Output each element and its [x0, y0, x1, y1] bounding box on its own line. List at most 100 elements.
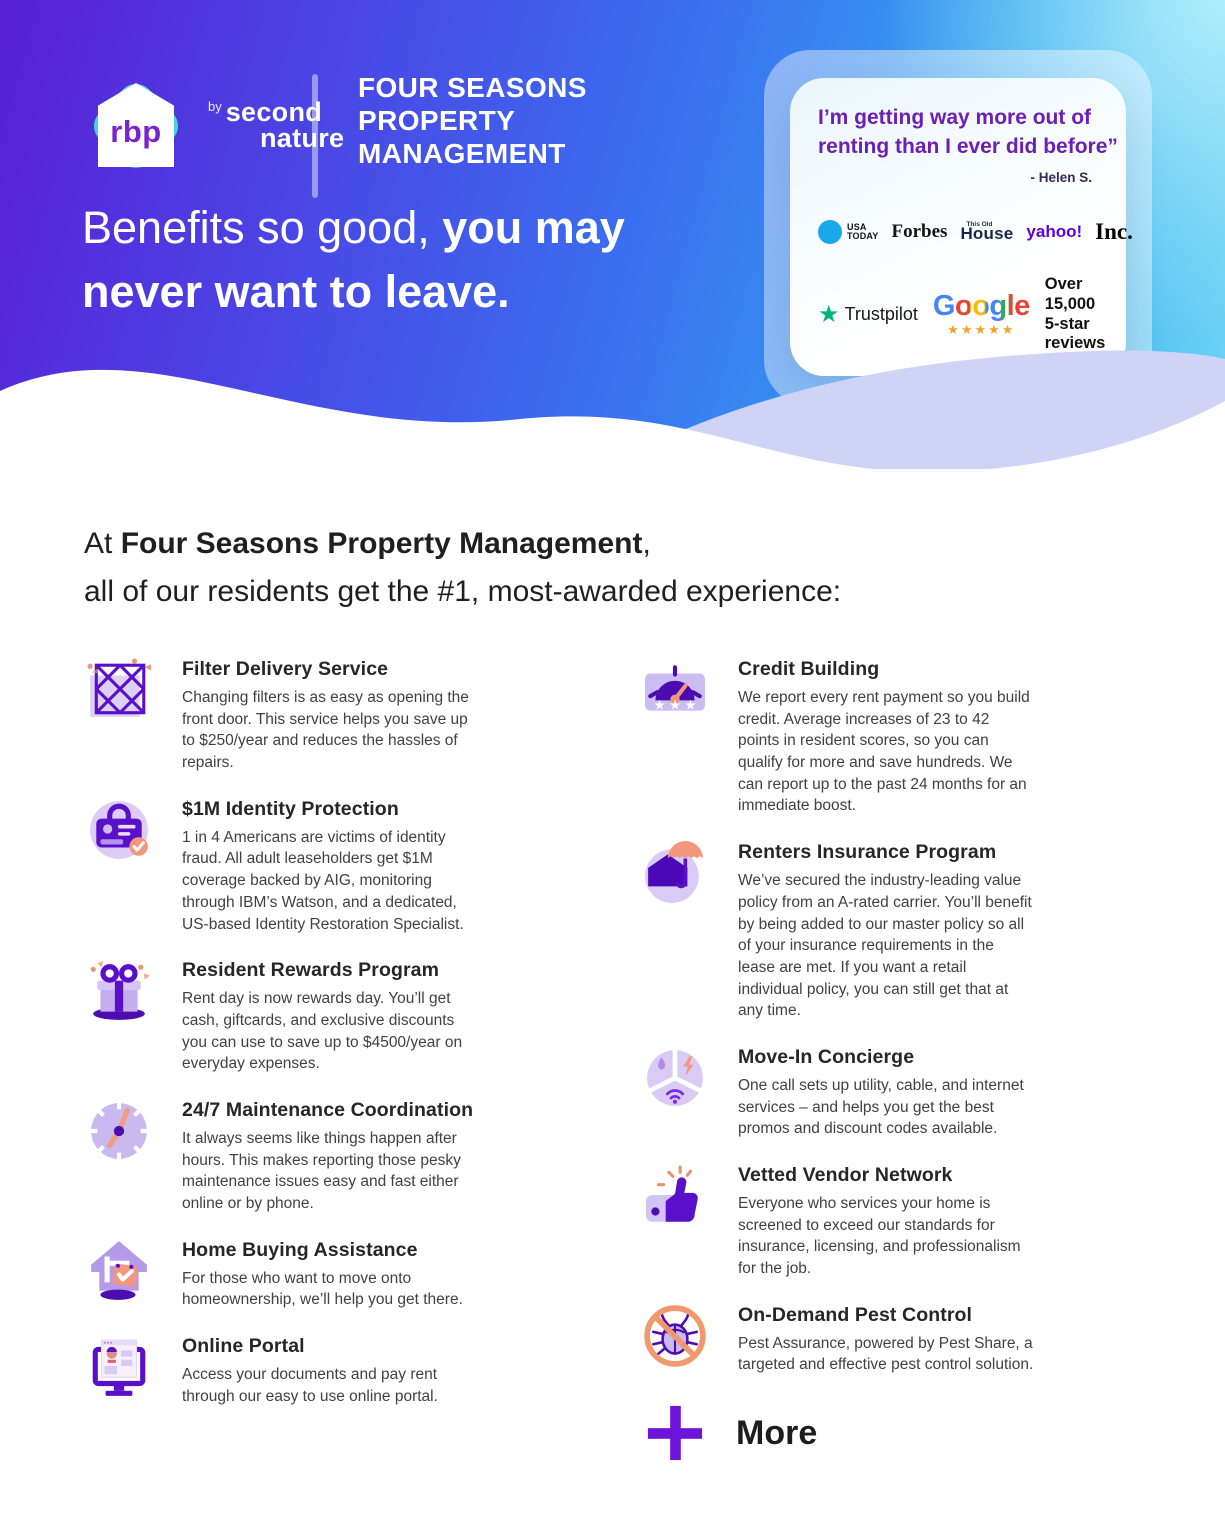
brand-logo: rbp by second nature — [84, 74, 344, 178]
byline-by: by — [208, 99, 222, 115]
google-wordmark: Google — [932, 289, 1030, 322]
company-name: FOUR SEASONS PROPERTY MANAGEMENT — [358, 72, 587, 170]
google-five-stars-icon: ★★★★★ — [947, 321, 1016, 337]
trustpilot-star-icon: ★ — [818, 300, 840, 328]
reviews-label: 5-star reviews — [1044, 314, 1106, 353]
online-portal-icon — [84, 1335, 154, 1407]
more-benefits: More — [640, 1404, 1141, 1462]
benefit-body: Pest Assurance, powered by Pest Share, a… — [738, 1334, 1034, 1374]
more-label: More — [736, 1413, 818, 1452]
benefit-body: Changing filters is as easy as opening t… — [182, 689, 469, 772]
second-nature-wordmark: by second nature — [208, 97, 345, 153]
benefit-vetted-vendor: Vetted Vendor Network Everyone who servi… — [640, 1164, 1141, 1280]
benefits-grid: Filter Delivery Service Changing filters… — [84, 658, 1141, 1462]
benefit-title: Vetted Vendor Network — [738, 1164, 953, 1186]
logo-house-shape: rbp — [98, 83, 174, 167]
benefit-body: Rent day is now rewards day. You’ll get … — [182, 990, 463, 1073]
inc-logo: Inc. — [1095, 218, 1133, 244]
benefit-title: Credit Building — [738, 658, 880, 680]
brand-nature: nature — [260, 123, 345, 153]
benefit-online-portal: Online Portal Access your documents and … — [84, 1335, 640, 1407]
hero-wave-shape — [0, 350, 1225, 469]
benefit-renters-insurance: Renters Insurance Program We’ve secured … — [640, 841, 1141, 1022]
yahoo-logo: yahoo! — [1026, 221, 1083, 241]
filter-delivery-icon — [84, 658, 154, 774]
forbes-logo: Forbes — [891, 220, 948, 242]
usa-today-text-1: USA — [847, 221, 867, 232]
logo-divider — [312, 74, 318, 198]
intro-company-bold: Four Seasons Property Management — [120, 527, 643, 560]
logo-rbp-text: rbp — [110, 114, 162, 149]
company-name-line2: PROPERTY — [358, 104, 516, 136]
benefit-filter-delivery: Filter Delivery Service Changing filters… — [84, 658, 640, 774]
testimonial-card: I’m getting way more out of renting than… — [764, 50, 1152, 406]
benefit-identity-protection: $1M Identity Protection 1 in 4 Americans… — [84, 798, 640, 935]
company-name-line1: FOUR SEASONS — [358, 72, 587, 103]
testimonial-attribution: - Helen S. — [1030, 169, 1092, 185]
benefit-title: Renters Insurance Program — [738, 841, 997, 864]
rewards-gift-icon — [84, 959, 154, 1075]
identity-protection-icon — [84, 798, 154, 935]
svg-text:★: ★ — [669, 698, 681, 713]
benefit-home-buying: Home Buying Assistance For those who wan… — [84, 1239, 640, 1311]
benefit-resident-rewards: Resident Rewards Program Rent day is now… — [84, 959, 640, 1075]
this-old-house-logo: This Old House — [960, 220, 1014, 244]
svg-text:★: ★ — [654, 698, 666, 713]
maintenance-clock-icon — [84, 1099, 154, 1215]
benefit-title: 24/7 Maintenance Coordination — [182, 1098, 474, 1121]
intro-line2: all of our residents get the #1, most-aw… — [84, 575, 842, 608]
benefit-body: We’ve secured the industry-leading value… — [738, 872, 1032, 1020]
headline-bold-1: you may — [442, 202, 625, 253]
benefit-pest-control: On-Demand Pest Control Pest Assurance, p… — [640, 1304, 1141, 1376]
renters-insurance-icon — [640, 841, 710, 1022]
google-logo: Google ★★★★★ — [932, 289, 1030, 338]
benefit-body: Everyone who services your home is scree… — [738, 1195, 1021, 1278]
trustpilot-label: Trustpilot — [844, 304, 918, 325]
benefit-body: Access your documents and pay rent throu… — [182, 1366, 438, 1405]
main-content: At Four Seasons Property Management, all… — [0, 468, 1225, 1462]
svg-text:★: ★ — [684, 698, 696, 713]
reviews-count: Over 15,000 — [1044, 274, 1096, 313]
press-logos-row: USA TODAY Forbes This Old House yahoo! I… — [818, 219, 1133, 245]
brand-second: second — [225, 97, 323, 128]
headline-regular: Benefits so good, — [82, 202, 430, 253]
benefit-title: Filter Delivery Service — [182, 658, 389, 680]
pest-control-icon — [640, 1304, 710, 1376]
benefits-column-left: Filter Delivery Service Changing filters… — [84, 658, 640, 1462]
move-in-concierge-icon — [640, 1046, 710, 1140]
benefit-maintenance: 24/7 Maintenance Coordination It always … — [84, 1099, 640, 1215]
intro-heading: At Four Seasons Property Management, all… — [84, 520, 1141, 616]
intro-prefix: At — [84, 527, 121, 560]
benefit-title: Move-In Concierge — [738, 1045, 915, 1068]
company-name-line3: MANAGEMENT — [358, 137, 566, 169]
benefit-body: It always seems like things happen after… — [182, 1129, 461, 1212]
benefit-title: $1M Identity Protection — [182, 797, 399, 820]
benefit-body: We report every rent payment so you buil… — [738, 689, 1030, 815]
headline-bold-2: never want to leave. — [82, 265, 510, 317]
rbp-logo-icon: rbp — [84, 74, 188, 178]
home-buying-icon — [84, 1239, 154, 1311]
benefit-title: On-Demand Pest Control — [738, 1303, 973, 1326]
testimonial-card-inner: I’m getting way more out of renting than… — [790, 78, 1133, 376]
usa-today-circle-icon — [818, 219, 842, 244]
benefit-body: One call sets up utility, cable, and int… — [738, 1076, 1024, 1138]
benefit-title: Home Buying Assistance — [182, 1238, 418, 1261]
benefit-title: Resident Rewards Program — [182, 959, 440, 982]
plus-icon — [647, 1406, 703, 1461]
trustpilot-logo: ★ Trustpilot — [818, 300, 918, 328]
intro-suffix: , — [642, 527, 651, 560]
benefit-title: Online Portal — [182, 1335, 305, 1358]
benefit-body: 1 in 4 Americans are victims of identity… — [182, 828, 464, 933]
testimonial-quote: I’m getting way more out of renting than… — [818, 106, 1118, 158]
benefit-body: For those who want to move onto homeowne… — [182, 1269, 463, 1309]
credit-gauge-icon: ★ ★ ★ — [640, 658, 710, 817]
usa-today-text-2: TODAY — [847, 230, 879, 241]
this-old-house-main: House — [960, 224, 1014, 244]
reviews-row: ★ Trustpilot Google ★★★★★ Over 15,000 5-… — [818, 275, 1105, 354]
benefit-move-in-concierge: Move-In Concierge One call sets up utili… — [640, 1046, 1141, 1140]
benefit-credit-building: ★ ★ ★ Credit Building We report every re… — [640, 658, 1141, 817]
usa-today-logo: USA TODAY — [818, 219, 879, 244]
this-old-house-top: This Old — [966, 220, 993, 228]
hero-banner: rbp by second nature FOUR SEASONS PROPERT… — [0, 0, 1225, 469]
